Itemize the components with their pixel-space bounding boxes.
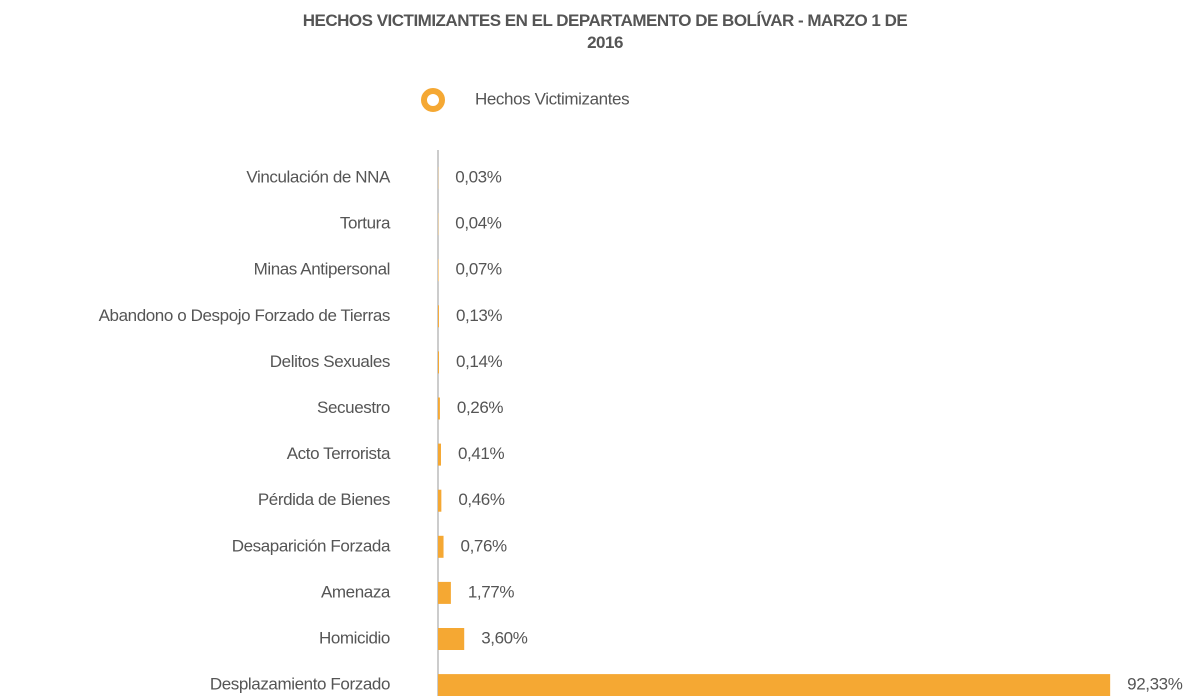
category-label: Amenaza: [321, 582, 391, 601]
value-label: 0,14%: [456, 352, 502, 371]
category-label: Acto Terrorista: [287, 444, 391, 463]
legend-marker: [421, 88, 445, 112]
bar: [438, 397, 440, 420]
bar: [438, 674, 1111, 696]
bar: [438, 305, 439, 328]
legend-label: Hechos Victimizantes: [475, 89, 629, 108]
value-label: 3,60%: [481, 628, 527, 647]
category-label: Homicidio: [319, 628, 390, 647]
category-label: Secuestro: [317, 398, 390, 417]
bar: [438, 351, 440, 374]
bar: [438, 628, 465, 650]
category-label: Pérdida de Bienes: [258, 490, 390, 509]
value-label: 1,77%: [468, 582, 514, 601]
value-label: 0,03%: [455, 167, 501, 186]
value-label: 0,41%: [458, 444, 504, 463]
value-label: 0,26%: [457, 398, 503, 417]
bar: [438, 259, 439, 282]
category-label: Delitos Sexuales: [270, 352, 390, 371]
value-label: 0,76%: [461, 536, 507, 555]
value-label: 0,13%: [456, 306, 502, 325]
value-label: 0,46%: [458, 490, 504, 509]
value-label: 0,07%: [456, 260, 502, 279]
bar: [438, 535, 444, 558]
bar: [438, 443, 441, 466]
value-label: 0,04%: [455, 214, 501, 233]
bar: [438, 581, 451, 604]
chart-title: HECHOS VICTIMIZANTES EN EL DEPARTAMENTO …: [302, 11, 908, 52]
category-label: Desplazamiento Forzado: [210, 675, 390, 694]
category-label: Abandono o Despojo Forzado de Tierras: [99, 306, 390, 325]
category-label: Desaparición Forzada: [232, 536, 391, 555]
value-label: 92,33%: [1127, 675, 1183, 694]
category-label: Minas Antipersonal: [254, 260, 390, 279]
category-label: Tortura: [340, 214, 391, 233]
category-label: Vinculación de NNA: [246, 167, 391, 186]
bar: [438, 489, 442, 512]
